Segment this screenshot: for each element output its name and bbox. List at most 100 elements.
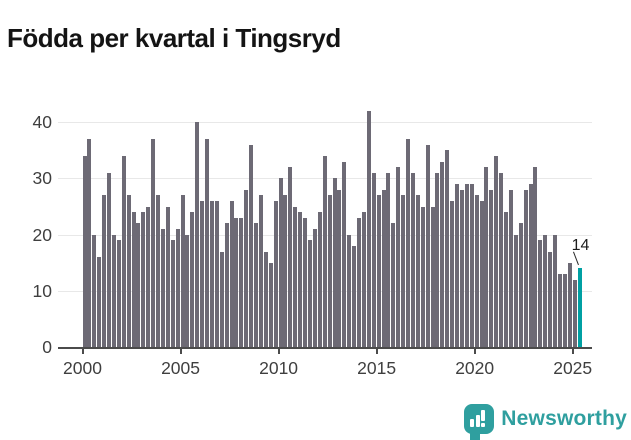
bar-2013-Q2: [342, 161, 347, 347]
bar-2016-Q3: [406, 139, 411, 347]
bar-2017-Q4: [430, 206, 435, 347]
bar-2003-Q3: [151, 139, 156, 347]
bar-2011-Q1: [298, 212, 303, 347]
newsworthy-logo-text: Newsworthy: [501, 407, 627, 430]
latest-value-annotation: 14: [571, 237, 590, 255]
bar-2022-Q4: [528, 184, 533, 347]
bar-2001-Q3: [111, 234, 116, 347]
bar-2008-Q2: [244, 189, 249, 347]
x-tick-label: 2015: [357, 358, 397, 378]
bar-2011-Q2: [303, 217, 308, 347]
bar-2009-Q4: [273, 200, 278, 347]
bar-2002-Q3: [131, 212, 136, 347]
bar-2001-Q1: [102, 195, 107, 347]
newsworthy-logo: Newsworthy: [464, 404, 627, 440]
x-tick-label: 2025: [553, 358, 593, 378]
bar-2014-Q3: [366, 111, 371, 347]
bar-2021-Q4: [508, 189, 513, 347]
bar-2008-Q1: [239, 217, 244, 347]
bar-2009-Q2: [263, 251, 268, 347]
bar-2001-Q4: [116, 240, 121, 347]
bar-2005-Q3: [190, 212, 195, 347]
bar-2021-Q2: [499, 172, 504, 347]
logo-mini-bar-2: [475, 415, 480, 427]
bar-2022-Q1: [513, 234, 518, 347]
bar-2007-Q3: [229, 200, 234, 347]
bar-2018-Q2: [440, 161, 445, 347]
y-tick-label: 20: [32, 224, 52, 245]
bar-2002-Q1: [121, 156, 126, 347]
bar-2004-Q3: [170, 240, 175, 347]
bar-2013-Q1: [337, 189, 342, 347]
bar-2021-Q3: [504, 212, 509, 347]
x-tick-label: 2020: [455, 358, 495, 378]
bar-2003-Q4: [156, 195, 161, 347]
bar-2010-Q1: [278, 178, 283, 347]
bar-2024-Q3: [562, 273, 567, 347]
x-tick-mark: [277, 348, 280, 354]
y-tick-label: 40: [32, 112, 52, 133]
x-tick-mark: [375, 348, 378, 354]
bar-2009-Q1: [258, 195, 263, 347]
bar-2012-Q3: [327, 195, 332, 347]
bar-2006-Q2: [205, 139, 210, 347]
bar-2014-Q1: [357, 217, 361, 347]
bar-2023-Q1: [533, 167, 538, 347]
page-title: Födda per kvartal i Tingsryd: [7, 23, 341, 54]
x-axis-line: [58, 346, 592, 349]
bar-2001-Q2: [107, 172, 111, 347]
bar-2015-Q1: [376, 195, 381, 347]
newsworthy-bar-chart-bubble-icon: [464, 404, 495, 440]
bar-2010-Q2: [283, 195, 288, 347]
bar-2005-Q4: [195, 122, 200, 347]
bar-2019-Q2: [459, 189, 464, 347]
bar-2015-Q4: [391, 223, 396, 347]
bar-2017-Q1: [415, 195, 420, 347]
bar-2012-Q4: [332, 178, 337, 347]
bar-2020-Q3: [484, 167, 489, 347]
bar-2005-Q2: [185, 234, 190, 347]
bar-2013-Q3: [347, 234, 352, 347]
x-tick-label: 2005: [161, 358, 200, 378]
bar-2003-Q2: [146, 206, 151, 347]
bar-2006-Q3: [209, 200, 214, 347]
bar-2018-Q3: [445, 150, 450, 347]
highlighted-bar-2025-Q2: [577, 268, 582, 347]
bar-2000-Q1: [82, 156, 87, 347]
bar-2025-Q1: [572, 279, 577, 347]
x-tick-mark: [473, 348, 476, 354]
bar-2019-Q4: [469, 184, 474, 347]
bar-2007-Q2: [224, 223, 229, 347]
x-tick-label: 2000: [63, 358, 102, 378]
bar-2017-Q2: [420, 206, 425, 347]
bar-2007-Q1: [219, 251, 224, 347]
bar-2010-Q4: [293, 206, 298, 347]
bar-2020-Q2: [479, 200, 484, 347]
bar-2024-Q2: [557, 273, 562, 347]
bar-2020-Q4: [489, 189, 494, 347]
bar-2018-Q4: [450, 200, 455, 347]
bar-2014-Q4: [371, 172, 376, 347]
bar-2016-Q2: [401, 195, 406, 347]
bar-2004-Q1: [160, 229, 165, 347]
bar-2021-Q1: [494, 156, 499, 347]
logo-mini-bar-1: [470, 419, 475, 427]
bar-2019-Q3: [464, 184, 469, 347]
bar-2023-Q4: [548, 251, 553, 347]
bar-2018-Q1: [435, 172, 440, 347]
bar-2016-Q1: [396, 167, 401, 347]
bar-2006-Q4: [214, 200, 219, 347]
bar-2014-Q2: [361, 212, 366, 347]
bar-2015-Q3: [386, 172, 391, 347]
bar-2022-Q2: [518, 223, 523, 347]
y-tick-label: 10: [32, 280, 52, 301]
bar-2015-Q2: [381, 189, 386, 347]
logo-exclamation-dot: [481, 423, 486, 427]
bar-2004-Q2: [165, 206, 170, 347]
x-tick-label: 2010: [259, 358, 299, 378]
bar-2013-Q4: [352, 245, 357, 347]
bar-2010-Q3: [288, 167, 293, 347]
bar-2012-Q2: [322, 156, 327, 347]
bar-2004-Q4: [175, 229, 180, 347]
